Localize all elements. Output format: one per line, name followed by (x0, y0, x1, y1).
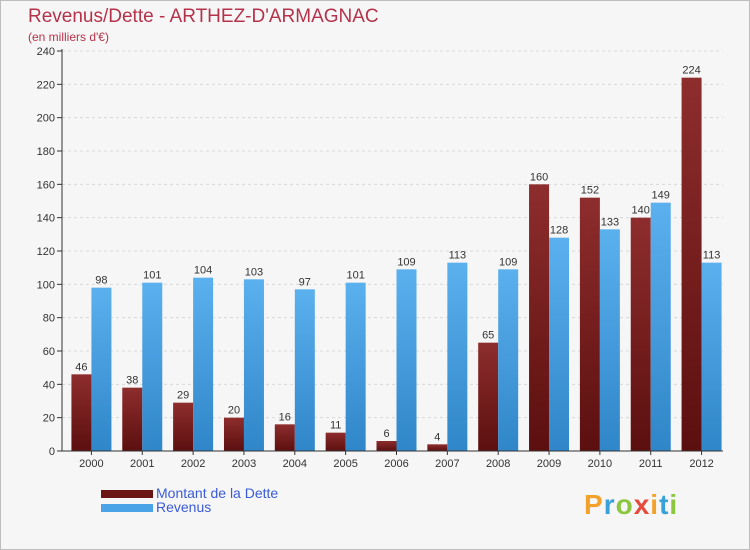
brand-letter: P (584, 489, 604, 520)
bar-revenus (498, 269, 519, 451)
data-label-dette: 29 (177, 390, 189, 402)
brand-letter: i (669, 489, 679, 520)
bar-dette (376, 441, 397, 451)
data-label-dette: 46 (75, 361, 87, 373)
data-label-revenus: 103 (245, 266, 263, 278)
legend-swatch-dette (101, 490, 153, 498)
chart-subtitle: (en milliers d'€) (28, 30, 109, 44)
data-label-revenus: 133 (601, 216, 619, 228)
legend-swatch-revenus (101, 504, 153, 512)
y-tick-label: 200 (37, 113, 55, 125)
y-tick-label: 20 (43, 413, 55, 425)
y-tick-label: 240 (37, 46, 55, 58)
brand-letter: o (615, 489, 634, 520)
bar-dette (427, 444, 448, 451)
x-tick-label: 2001 (130, 458, 154, 470)
bar-dette (71, 374, 92, 451)
data-label-revenus: 101 (346, 270, 364, 282)
data-label-dette: 16 (279, 411, 291, 423)
data-label-revenus: 149 (652, 190, 670, 202)
x-tick-label: 2011 (639, 458, 663, 470)
y-tick-label: 80 (43, 313, 55, 325)
bar-dette (173, 402, 194, 451)
y-tick-label: 140 (37, 213, 55, 225)
x-tick-label: 2006 (384, 458, 408, 470)
brand-letter: t (659, 489, 670, 520)
x-tick-label: 2002 (181, 458, 205, 470)
x-tick-label: 2000 (79, 458, 103, 470)
bar-revenus (549, 237, 570, 451)
y-tick-label: 160 (37, 179, 55, 191)
x-tick-label: 2012 (689, 458, 713, 470)
bar-revenus (650, 202, 671, 451)
brand-letter: i (650, 489, 660, 520)
data-label-dette: 152 (581, 185, 599, 197)
bar-dette (681, 77, 702, 452)
data-label-revenus: 109 (499, 256, 517, 268)
x-tick-label: 2004 (283, 458, 307, 470)
data-label-revenus: 97 (299, 276, 311, 288)
bar-dette (122, 387, 143, 451)
x-tick-label: 2005 (333, 458, 357, 470)
brand-logo: Proxiti (584, 489, 678, 521)
data-label-dette: 140 (632, 205, 650, 217)
bar-dette (478, 342, 499, 451)
bar-dette (630, 217, 651, 451)
bar-revenus (142, 282, 163, 451)
bar-revenus (294, 289, 315, 451)
x-tick-label: 2009 (537, 458, 561, 470)
y-tick-label: 220 (37, 79, 55, 91)
data-label-revenus: 113 (449, 250, 467, 262)
brand-letter: r (603, 489, 616, 520)
data-label-dette: 224 (682, 65, 700, 77)
bar-revenus (193, 277, 214, 451)
bar-revenus (91, 287, 112, 451)
x-tick-label: 2003 (232, 458, 256, 470)
bars (71, 77, 722, 452)
x-tick-label: 2010 (588, 458, 612, 470)
legend-label-revenus: Revenus (156, 499, 212, 515)
data-label-revenus: 101 (143, 270, 161, 282)
data-label-dette: 20 (228, 405, 240, 417)
bar-revenus (599, 229, 620, 451)
x-tick-label: 2007 (435, 458, 459, 470)
data-label-dette: 11 (330, 420, 341, 432)
y-tick-label: 60 (43, 346, 55, 358)
data-label-dette: 160 (530, 171, 548, 183)
y-tick-label: 0 (49, 446, 55, 458)
brand-letter: x (633, 489, 651, 520)
bar-revenus (701, 262, 722, 451)
bar-revenus (396, 269, 417, 451)
bar-dette (579, 197, 600, 451)
bar-revenus (243, 279, 264, 451)
y-tick-label: 180 (37, 146, 55, 158)
bar-dette (325, 432, 346, 451)
data-label-revenus: 104 (194, 265, 212, 277)
bar-revenus (447, 262, 468, 451)
y-tick-label: 100 (37, 279, 55, 291)
grid-lines (62, 50, 723, 419)
chart-title: Revenus/Dette - ARTHEZ-D'ARMAGNAC (28, 6, 379, 27)
x-tick-label: 2008 (486, 458, 510, 470)
data-label-revenus: 113 (703, 250, 721, 262)
data-label-dette: 65 (482, 330, 494, 342)
bar-dette (223, 417, 244, 451)
data-label-dette: 4 (434, 431, 440, 443)
bar-revenus (345, 282, 366, 451)
data-label-revenus: 109 (397, 256, 415, 268)
bar-dette (274, 424, 295, 451)
y-tick-label: 40 (43, 379, 55, 391)
legend-label-dette: Montant de la Dette (156, 485, 279, 501)
y-tick-label: 120 (37, 246, 55, 258)
bar-dette (529, 184, 550, 452)
data-label-dette: 38 (126, 375, 138, 387)
data-label-dette: 6 (383, 428, 389, 440)
data-labels: 46 98 38 101 29 104 20 103 16 97 11 101 6 109 4 113 65 10… (75, 65, 720, 444)
data-label-revenus: 128 (550, 225, 568, 237)
data-label-revenus: 98 (95, 275, 107, 287)
